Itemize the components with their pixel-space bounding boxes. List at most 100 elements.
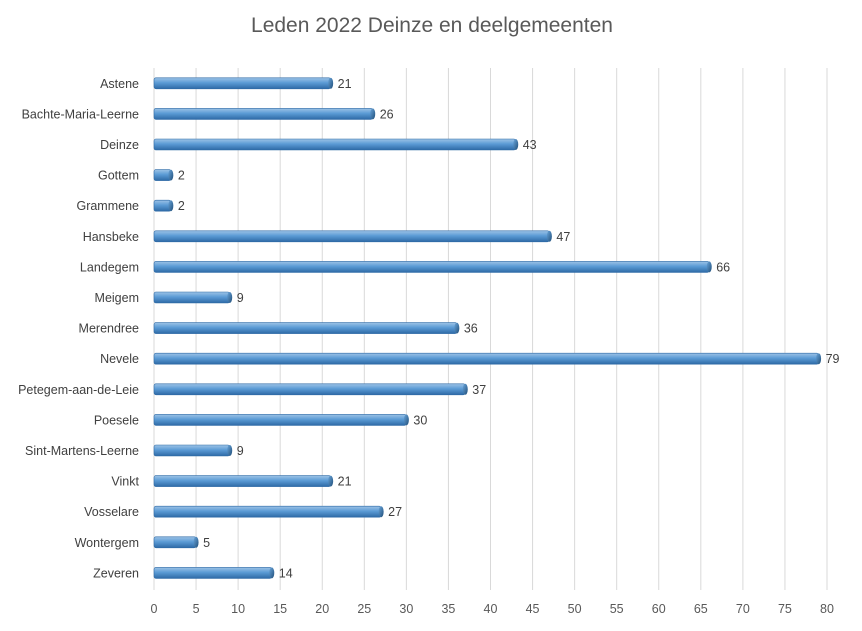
category-label: Meigem bbox=[95, 291, 139, 305]
bar bbox=[153, 383, 466, 396]
bar-end-cap bbox=[454, 322, 460, 334]
bar-end-cap bbox=[378, 506, 384, 518]
category-label: Vosselare bbox=[84, 505, 139, 519]
bar-end-cap bbox=[546, 230, 552, 242]
bar-end-cap bbox=[269, 567, 275, 579]
data-label: 5 bbox=[203, 536, 210, 550]
data-label: 9 bbox=[237, 444, 244, 458]
bar bbox=[153, 261, 710, 273]
bar-group: 9 bbox=[153, 444, 244, 458]
x-tick-label: 80 bbox=[820, 602, 834, 616]
bar bbox=[153, 444, 231, 457]
bar-group: 2 bbox=[153, 169, 185, 183]
data-label: 2 bbox=[178, 199, 185, 213]
bar-group: 36 bbox=[153, 322, 478, 336]
x-tick-label: 55 bbox=[610, 602, 624, 616]
x-tick-label: 15 bbox=[273, 602, 287, 616]
data-label: 14 bbox=[279, 566, 293, 580]
category-label: Merendree bbox=[79, 322, 139, 336]
x-tick-label: 30 bbox=[399, 602, 413, 616]
bar-group: 14 bbox=[153, 566, 293, 580]
bar-end-cap bbox=[513, 139, 519, 150]
bar-group: 21 bbox=[153, 475, 352, 489]
bars: 21 26 43 2 2 47 66 9 36 79 37 30 9 21 27 5 14 bbox=[153, 77, 840, 580]
category-label: Grammene bbox=[76, 199, 139, 213]
bar bbox=[153, 77, 331, 90]
bar-group: 2 bbox=[153, 199, 185, 213]
category-label: Landegem bbox=[80, 260, 139, 274]
x-tick-label: 0 bbox=[151, 602, 158, 616]
data-label: 2 bbox=[178, 169, 185, 183]
x-tick-label: 45 bbox=[526, 602, 540, 616]
x-tick-label: 60 bbox=[652, 602, 666, 616]
category-label: Gottem bbox=[98, 169, 139, 183]
data-label: 26 bbox=[380, 107, 394, 121]
bar-group: 26 bbox=[153, 107, 394, 121]
bar-end-cap bbox=[227, 445, 233, 456]
category-label: Deinze bbox=[100, 138, 139, 152]
category-labels: Astene Bachte-Maria-Leerne Deinze Gottem Gra… bbox=[18, 77, 139, 581]
data-label: 30 bbox=[413, 413, 427, 427]
bar bbox=[153, 199, 172, 212]
bar-group: 66 bbox=[153, 260, 730, 274]
bar bbox=[153, 138, 517, 151]
category-label: Zeveren bbox=[93, 566, 139, 580]
bar-end-cap bbox=[168, 169, 174, 181]
bar-end-cap bbox=[816, 353, 822, 365]
data-label: 47 bbox=[556, 230, 570, 244]
bar bbox=[153, 505, 382, 518]
category-label: Poesele bbox=[94, 413, 139, 427]
data-label: 36 bbox=[464, 322, 478, 336]
bar-end-cap bbox=[706, 261, 712, 273]
x-tick-label: 40 bbox=[484, 602, 498, 616]
bar bbox=[153, 108, 374, 120]
bar-group: 21 bbox=[153, 77, 352, 91]
bar bbox=[153, 291, 231, 304]
x-tick-label: 10 bbox=[231, 602, 245, 616]
data-label: 79 bbox=[826, 352, 840, 366]
bar-group: 30 bbox=[153, 413, 427, 427]
category-label: Astene bbox=[100, 77, 139, 91]
bar bbox=[153, 322, 458, 334]
chart-title: Leden 2022 Deinze en deelgemeenten bbox=[251, 14, 613, 37]
x-tick-label: 65 bbox=[694, 602, 708, 616]
category-label: Sint-Martens-Leerne bbox=[25, 444, 139, 458]
bar bbox=[153, 230, 550, 243]
category-label: Petegem-aan-de-Leie bbox=[18, 383, 139, 397]
category-label: Vinkt bbox=[111, 475, 139, 489]
bar bbox=[153, 414, 407, 426]
bar bbox=[153, 567, 273, 579]
bar-group: 37 bbox=[153, 383, 486, 397]
category-label: Hansbeke bbox=[83, 230, 139, 244]
bar-end-cap bbox=[193, 536, 199, 548]
bar-group: 47 bbox=[153, 230, 570, 244]
category-label: Nevele bbox=[100, 352, 139, 366]
data-label: 21 bbox=[338, 77, 352, 91]
data-label: 21 bbox=[338, 475, 352, 489]
bar-group: 9 bbox=[153, 291, 244, 305]
data-label: 9 bbox=[237, 291, 244, 305]
x-tick-label: 20 bbox=[315, 602, 329, 616]
bar-end-cap bbox=[370, 108, 376, 120]
x-axis-ticks: 0 5 10 15 20 25 30 35 40 45 50 55 60 65 70 75 80 bbox=[151, 602, 834, 616]
bar-end-cap bbox=[328, 475, 334, 487]
bar bbox=[153, 475, 331, 487]
data-label: 43 bbox=[523, 138, 537, 152]
bar-group: 27 bbox=[153, 505, 402, 519]
x-tick-label: 75 bbox=[778, 602, 792, 616]
bar-group: 43 bbox=[153, 138, 537, 152]
bar bbox=[153, 352, 819, 365]
data-label: 27 bbox=[388, 505, 402, 519]
bar-end-cap bbox=[168, 200, 174, 212]
category-label: Bachte-Maria-Leerne bbox=[22, 107, 139, 121]
bar-end-cap bbox=[328, 77, 334, 89]
bar-end-cap bbox=[462, 383, 468, 395]
x-tick-label: 25 bbox=[357, 602, 371, 616]
bar-end-cap bbox=[227, 292, 233, 303]
bar-end-cap bbox=[403, 414, 409, 426]
bar-group: 79 bbox=[153, 352, 840, 366]
x-tick-label: 70 bbox=[736, 602, 750, 616]
data-label: 66 bbox=[716, 260, 730, 274]
